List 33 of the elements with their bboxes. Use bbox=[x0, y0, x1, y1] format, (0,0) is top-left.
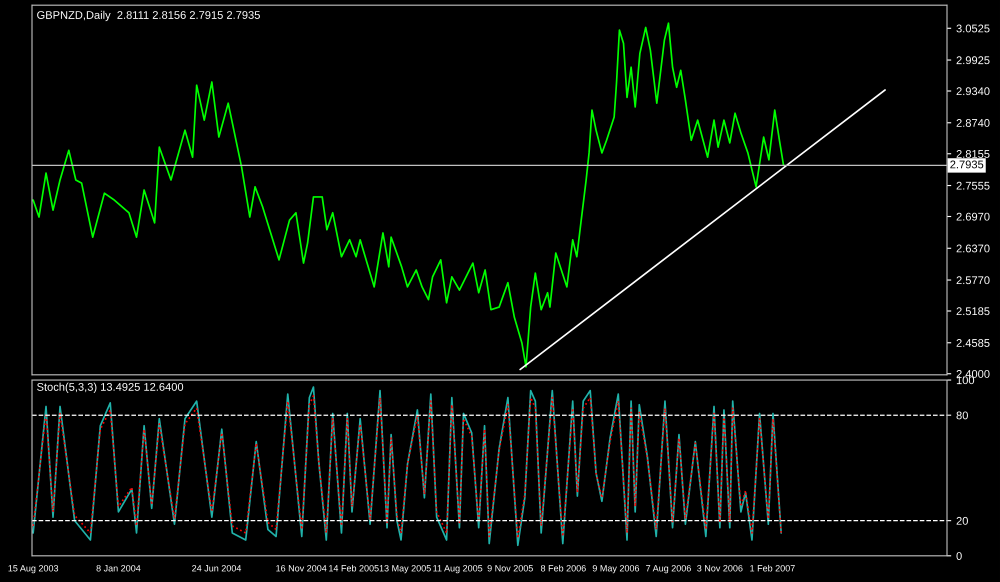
y-tick-label: 2.9340 bbox=[956, 87, 990, 96]
x-tick-label: 16 Nov 2004 bbox=[276, 565, 327, 572]
y-tick-label: 3.0525 bbox=[956, 24, 990, 32]
y-tick-label: 2.5770 bbox=[956, 276, 990, 284]
x-tick-label: 11 Aug 2005 bbox=[433, 565, 482, 574]
y-tick-label: 2.7555 bbox=[956, 182, 990, 190]
ref-line-label: 2.7935 bbox=[950, 160, 984, 168]
x-tick-label: 13 May 2005 bbox=[380, 565, 431, 574]
x-tick-label: 14 Feb 2005 bbox=[329, 564, 379, 572]
line-series bbox=[32, 22, 784, 368]
y-tick-label: 2.4000 bbox=[956, 370, 990, 378]
y-tick-label: 2.6370 bbox=[956, 244, 990, 252]
x-tick-label: 15 Aug 2003 bbox=[8, 565, 58, 574]
x-tick-label: 3 Nov 2006 bbox=[697, 565, 743, 572]
y-tick-label: 2.4585 bbox=[956, 339, 990, 347]
y-tick-label: 0 bbox=[956, 552, 962, 560]
x-tick-label: 8 Jan 2004 bbox=[96, 565, 140, 572]
x-tick-label: 9 Nov 2005 bbox=[488, 565, 533, 572]
y-tick-label: 2.9925 bbox=[956, 56, 990, 64]
x-tick-label: 8 Feb 2006 bbox=[540, 564, 586, 572]
x-tick-label: 7 Aug 2006 bbox=[646, 565, 691, 574]
x-tick-label: 9 May 2006 bbox=[592, 565, 640, 574]
chart-title: Stoch(5,3,3) 13.4925 12.6400 bbox=[37, 382, 184, 394]
chart-title: GBPNZD,Daily 2.8111 2.8156 2.7915 2.7935 bbox=[37, 10, 260, 22]
y-tick-label: 80 bbox=[956, 411, 968, 420]
y-tick-label: 20 bbox=[956, 516, 968, 525]
y-tick-label: 2.5185 bbox=[956, 307, 990, 316]
x-tick-label: 24 Jun 2004 bbox=[192, 565, 242, 572]
y-tick-label: 100 bbox=[956, 376, 974, 384]
y-tick-label: 2.8155 bbox=[956, 150, 990, 158]
x-tick-label: 1 Feb 2007 bbox=[750, 564, 795, 572]
y-tick-label: 2.8740 bbox=[956, 119, 990, 127]
y-tick-label: 2.6970 bbox=[956, 212, 990, 221]
